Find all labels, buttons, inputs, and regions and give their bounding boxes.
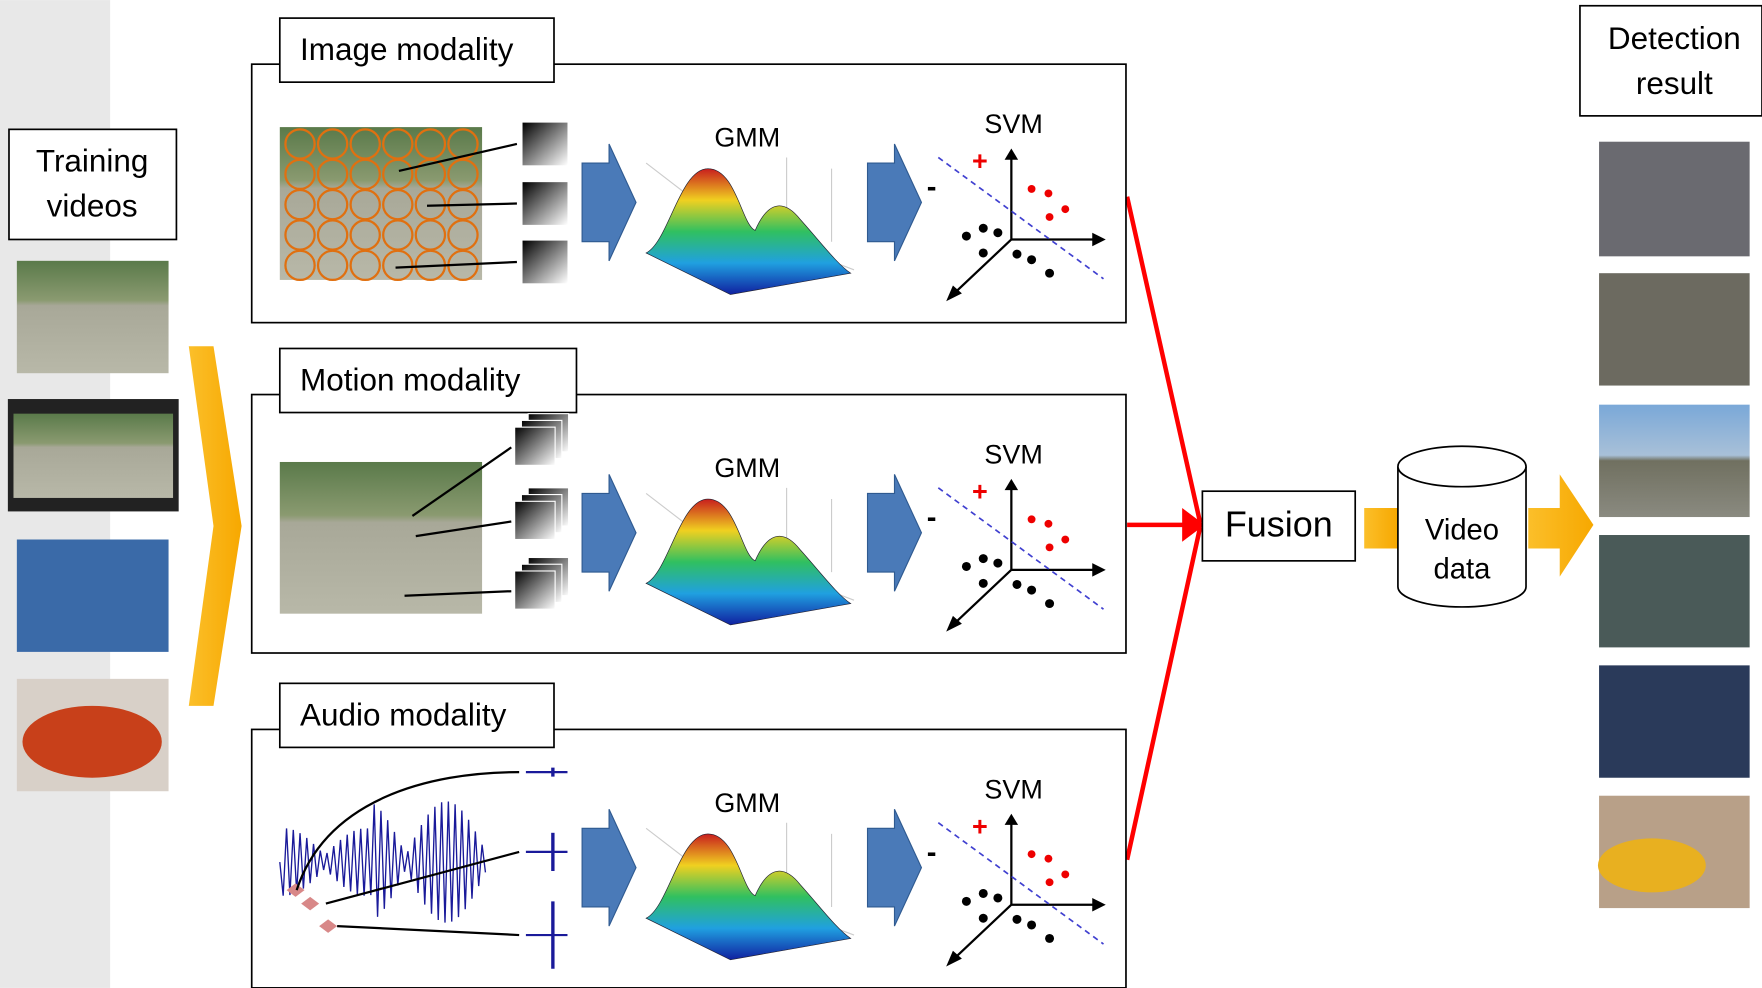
point-pos	[1045, 855, 1053, 863]
point-pos	[1046, 213, 1054, 221]
modality-title: Audio modality	[300, 697, 507, 732]
point-pos	[1028, 185, 1036, 193]
svm-label: SVM	[984, 109, 1042, 139]
point-neg	[1027, 586, 1036, 595]
point-neg	[993, 559, 1002, 568]
point-neg	[979, 224, 988, 233]
detection-label: Detection	[1608, 21, 1741, 56]
thumbnail	[17, 261, 169, 373]
car	[1598, 838, 1706, 892]
point-neg	[1045, 934, 1054, 943]
frame	[280, 462, 482, 614]
video-data-label: Video	[1425, 514, 1499, 546]
arrow	[189, 346, 242, 706]
point-pos	[1046, 543, 1054, 551]
modality-panel: Image modality GMM SVM + -	[252, 18, 1126, 323]
point-pos	[1028, 850, 1036, 858]
thumbnail	[1599, 273, 1750, 385]
thumbnail	[13, 414, 173, 498]
filter	[523, 182, 568, 225]
video-data-label: data	[1434, 554, 1492, 586]
training-label: Training	[36, 143, 148, 178]
svm-label: SVM	[984, 774, 1042, 804]
fusion-label: Fusion	[1225, 504, 1333, 545]
point-neg	[962, 232, 971, 241]
point-pos	[1061, 205, 1069, 213]
point-neg	[1027, 920, 1036, 929]
svm-minus: -	[927, 837, 937, 869]
point-neg	[1027, 255, 1036, 264]
cylinder-top	[1398, 446, 1526, 486]
point-neg	[1045, 599, 1054, 608]
svm-label: SVM	[984, 439, 1042, 469]
modality-title: Image modality	[300, 32, 514, 67]
point-neg	[993, 228, 1002, 237]
thumbnail	[1599, 405, 1750, 517]
point-neg	[993, 893, 1002, 902]
modality-panel: Motion modality GMM SVM + -	[252, 348, 1126, 653]
arrowhead	[1182, 508, 1204, 542]
point-neg	[1012, 580, 1021, 589]
gmm-label: GMM	[714, 123, 780, 153]
point-pos	[1061, 536, 1069, 544]
modality-title: Motion modality	[300, 363, 521, 398]
point-neg	[979, 248, 988, 257]
svm-plus: +	[972, 477, 988, 507]
point-neg	[979, 579, 988, 588]
point-pos	[1028, 515, 1036, 523]
thumbnail	[1599, 535, 1750, 647]
thumbnail	[1599, 142, 1750, 257]
point-pos	[1045, 189, 1053, 197]
point-pos	[1045, 520, 1053, 528]
point-pos	[1061, 870, 1069, 878]
filter	[523, 123, 568, 166]
svm-plus: +	[972, 811, 988, 841]
point-neg	[979, 914, 988, 923]
gmm-label: GMM	[714, 453, 780, 483]
filter	[515, 501, 555, 539]
filter	[523, 241, 568, 284]
svm-minus: -	[927, 502, 937, 534]
svm-plus: +	[972, 146, 988, 176]
thumbnail	[17, 540, 169, 652]
arrow	[1364, 508, 1398, 548]
thumbnail	[1599, 665, 1750, 777]
filter	[515, 571, 555, 609]
point-neg	[1012, 250, 1021, 259]
point-neg	[979, 889, 988, 898]
point-neg	[1045, 269, 1054, 278]
svm-minus: -	[927, 172, 937, 204]
point-neg	[962, 562, 971, 571]
gmm-label: GMM	[714, 788, 780, 818]
filter	[515, 427, 555, 465]
diagram: Training videos Detection result Fusion …	[0, 0, 1762, 988]
modality-panel: Audio modality GMM SVM + -	[252, 683, 1126, 988]
car	[22, 706, 161, 778]
training-label: videos	[47, 188, 138, 223]
detection-label: result	[1636, 66, 1713, 101]
arrow	[1528, 474, 1593, 576]
page: Training videos Detection result Fusion …	[0, 0, 1762, 988]
point-neg	[1012, 915, 1021, 924]
point-pos	[1046, 878, 1054, 886]
point-neg	[979, 554, 988, 563]
point-neg	[962, 897, 971, 906]
